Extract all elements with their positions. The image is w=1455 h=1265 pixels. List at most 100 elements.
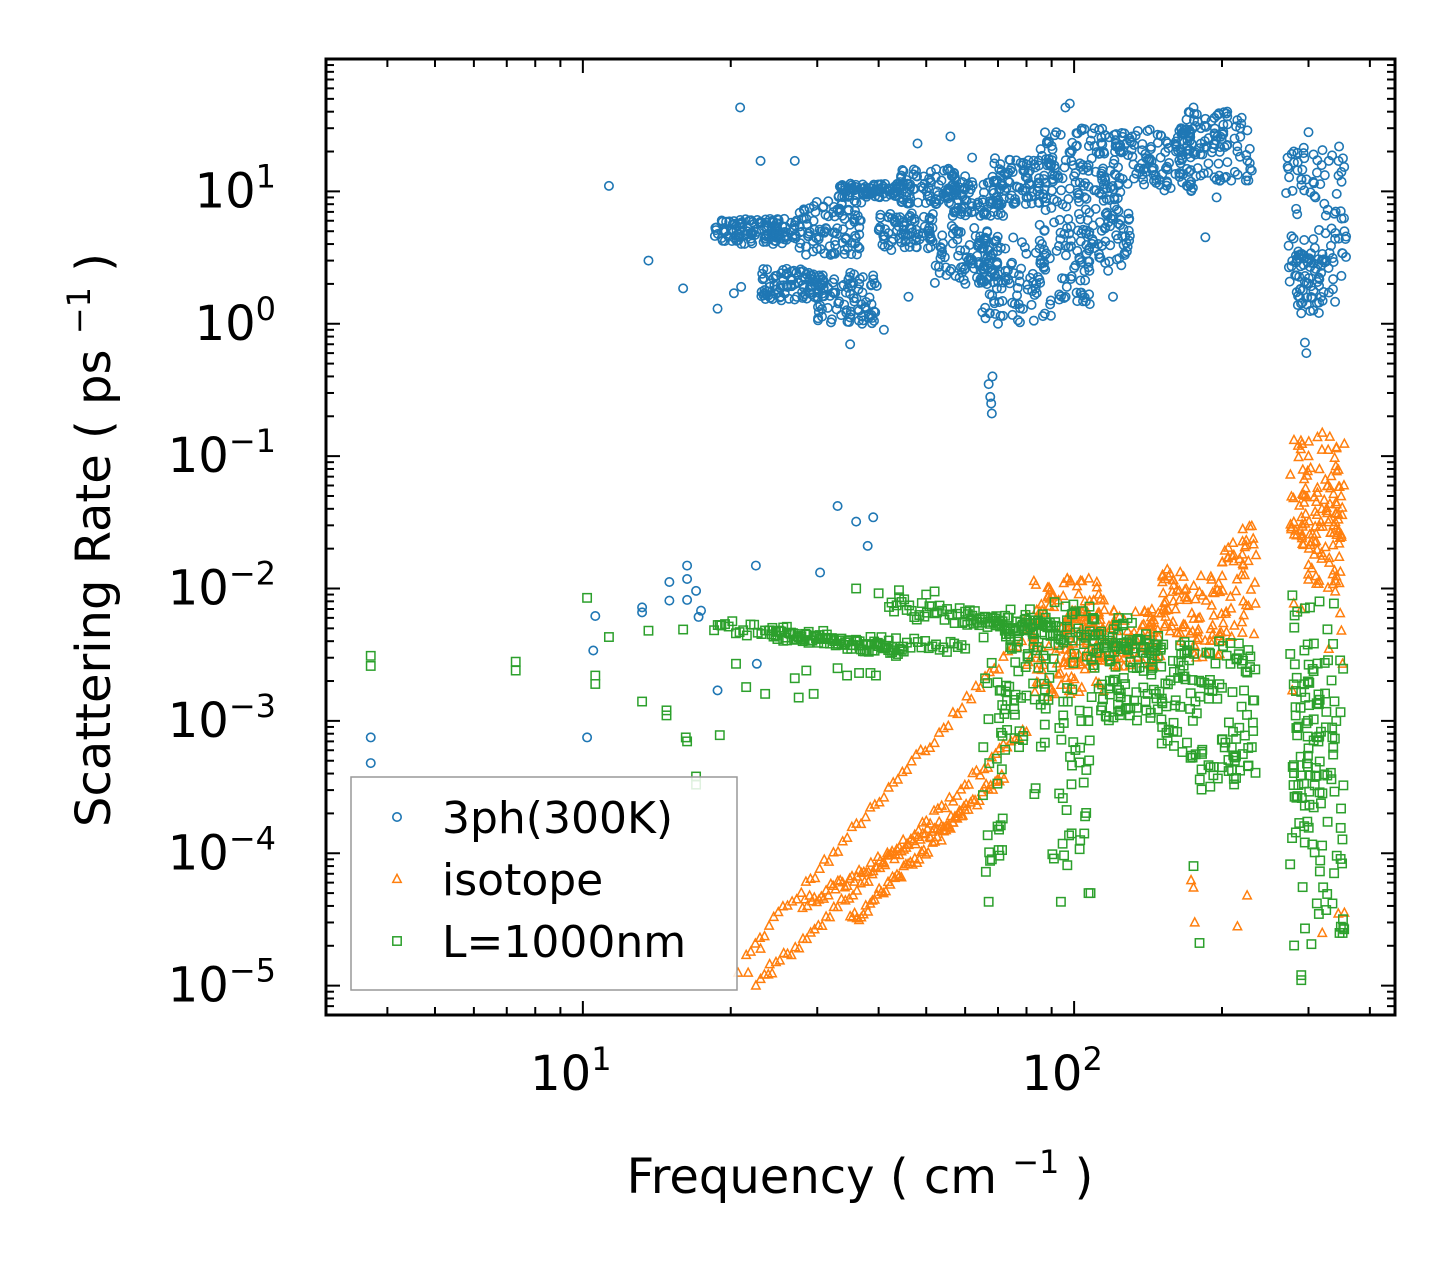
data-point-square (1002, 725, 1013, 735)
data-point-circle (851, 516, 862, 527)
data-point-circle (1073, 208, 1084, 219)
data-point-circle (1099, 148, 1110, 159)
data-point-triangle (974, 769, 986, 780)
data-point-triangle (1057, 589, 1069, 601)
data-point-circle (1299, 185, 1310, 196)
data-point-triangle (921, 822, 933, 833)
data-point-square (682, 736, 693, 747)
data-point-circle (912, 138, 923, 149)
data-point-square (1084, 755, 1095, 766)
data-point-circle (1200, 232, 1211, 243)
data-point-square (1250, 767, 1261, 778)
data-point-triangle (1181, 593, 1193, 605)
data-point-circle (664, 595, 675, 606)
data-point-circle (841, 307, 852, 318)
data-point-circle (1094, 252, 1105, 263)
data-point-triangle (832, 900, 844, 912)
data-point-triangle (1288, 433, 1300, 445)
data-point-triangle (1168, 574, 1180, 585)
data-point-square (1295, 702, 1306, 713)
data-point-square (1061, 805, 1072, 816)
data-point-square (1315, 855, 1326, 866)
data-point-circle (911, 171, 922, 182)
data-point-circle (927, 209, 938, 220)
data-point-circle (1170, 146, 1181, 157)
data-point-square (992, 821, 1003, 832)
data-point-triangle (742, 966, 754, 977)
data-point-square (1083, 716, 1094, 727)
data-point-circle (794, 242, 805, 253)
data-point-square (1105, 654, 1116, 665)
data-point-circle (789, 220, 800, 231)
data-point-square (1085, 888, 1096, 899)
data-point-triangle (772, 905, 784, 917)
data-point-triangle (1294, 499, 1305, 510)
data-point-square (1317, 788, 1328, 799)
data-point-circle (904, 241, 915, 252)
data-point-triangle (1206, 599, 1218, 610)
data-point-circle (862, 540, 873, 551)
data-point-triangle (1146, 603, 1158, 614)
data-point-circle (845, 187, 856, 198)
data-point-square (1016, 692, 1027, 703)
data-point-triangle (1199, 634, 1211, 645)
data-point-triangle (1316, 926, 1328, 938)
data-point-circle (947, 238, 958, 249)
data-point-triangle (891, 842, 903, 854)
data-point-triangle (1145, 616, 1157, 628)
data-point-triangle (936, 799, 948, 810)
data-point-triangle (1216, 569, 1228, 581)
data-point-circle (800, 241, 811, 252)
data-point-square (1077, 606, 1088, 617)
data-point-circle (922, 191, 933, 202)
data-point-triangle (1285, 518, 1296, 529)
data-point-square (1328, 638, 1339, 649)
data-point-triangle (929, 822, 940, 833)
data-point-circle (1184, 166, 1195, 177)
data-point-square (1093, 629, 1104, 640)
data-point-circle (813, 234, 824, 245)
data-point-circle (839, 248, 850, 259)
data-point-square (1305, 602, 1315, 613)
data-point-circle (1037, 150, 1048, 161)
data-point-circle (1335, 206, 1346, 217)
data-point-triangle (871, 888, 883, 899)
data-point-circle (763, 228, 774, 239)
data-point-circle (845, 339, 856, 350)
data-point-circle (1054, 289, 1065, 300)
data-point-circle (1012, 315, 1023, 326)
data-point-circle (1076, 256, 1087, 267)
data-point-triangle (1108, 604, 1120, 615)
data-point-triangle (1245, 583, 1257, 594)
data-point-square (1107, 631, 1118, 642)
data-point-circle (1054, 214, 1065, 225)
data-point-triangle (1180, 582, 1192, 593)
data-point-square (1314, 756, 1325, 767)
data-point-square (1311, 898, 1322, 909)
data-point-circle (1288, 157, 1299, 168)
data-point-circle (980, 232, 991, 243)
data-point-circle (724, 216, 735, 227)
data-point-triangle (750, 979, 762, 990)
data-point-circle (882, 212, 893, 223)
data-point-square (1066, 779, 1077, 790)
data-point-triangle (1188, 579, 1200, 591)
data-point-square (1303, 822, 1314, 833)
data-point-square (1204, 647, 1214, 658)
data-point-triangle (1147, 659, 1159, 670)
data-point-square (1302, 758, 1312, 769)
data-point-circle (1242, 171, 1253, 182)
data-point-triangle (1228, 548, 1240, 560)
data-point-circle (823, 211, 834, 222)
data-point-triangle (956, 701, 968, 713)
data-point-circle (643, 255, 654, 266)
data-point-square (1084, 735, 1095, 746)
data-point-square (1243, 743, 1254, 753)
data-point-circle (1031, 278, 1042, 289)
data-point-triangle (1219, 544, 1231, 555)
data-point-circle (1087, 234, 1098, 245)
data-point-triangle (839, 881, 851, 892)
data-point-circle (682, 560, 693, 571)
data-point-circle (990, 308, 1001, 319)
data-point-square (1049, 597, 1060, 608)
